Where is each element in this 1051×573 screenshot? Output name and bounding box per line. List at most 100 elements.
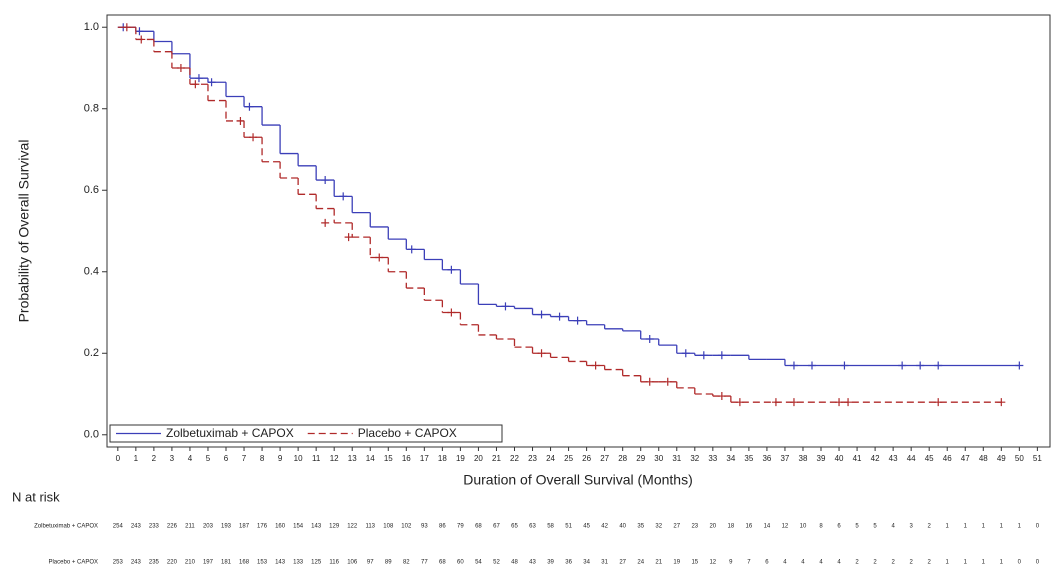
at-risk-count: 20 [709, 524, 716, 530]
at-risk-count: 203 [203, 524, 214, 530]
at-risk-count: 102 [401, 524, 412, 530]
y-tick-label: 0.0 [84, 429, 99, 441]
at-risk-count: 8 [819, 524, 823, 530]
at-risk-count: 18 [728, 524, 735, 530]
at-risk-count: 0 [1018, 560, 1022, 566]
at-risk-count: 97 [367, 560, 374, 566]
x-tick-label: 30 [654, 454, 663, 463]
at-risk-count: 43 [529, 560, 536, 566]
at-risk-count: 68 [439, 560, 446, 566]
at-risk-count: 1 [1000, 524, 1004, 530]
at-risk-count: 181 [221, 560, 232, 566]
censor-mark [194, 74, 203, 83]
x-tick-label: 5 [206, 454, 211, 463]
at-risk-count: 63 [529, 524, 536, 530]
censor-mark [407, 245, 416, 254]
at-risk-row-label: Zolbetuximab + CAPOX [34, 524, 98, 530]
x-tick-label: 28 [618, 454, 627, 463]
at-risk-count: 193 [221, 524, 232, 530]
censor-mark [789, 398, 798, 407]
x-tick-label: 46 [943, 454, 952, 463]
x-tick-label: 18 [438, 454, 447, 463]
x-tick-label: 4 [188, 454, 193, 463]
censor-mark [844, 398, 853, 407]
at-risk-count: 4 [819, 560, 823, 566]
km-curve [117, 23, 1024, 370]
at-risk-count: 1 [964, 560, 968, 566]
at-risk-count: 93 [421, 524, 428, 530]
at-risk-count: 4 [783, 560, 787, 566]
y-tick-label: 0.8 [84, 103, 99, 115]
at-risk-count: 220 [167, 560, 178, 566]
at-risk-count: 129 [329, 524, 340, 530]
censor-mark [447, 265, 456, 274]
at-risk-count: 2 [928, 560, 932, 566]
at-risk-count: 154 [293, 524, 304, 530]
legend-box [109, 424, 503, 443]
censor-mark [735, 398, 744, 407]
at-risk-count: 36 [565, 560, 572, 566]
at-risk-count: 77 [421, 560, 428, 566]
at-risk-count: 51 [565, 524, 572, 530]
censor-mark [339, 192, 348, 201]
at-risk-count: 16 [746, 524, 753, 530]
censor-mark [122, 23, 131, 32]
y-axis-label: Probability of Overall Survival [16, 140, 32, 323]
at-risk-count: 176 [257, 524, 268, 530]
at-risk-count: 86 [439, 524, 446, 530]
x-tick-label: 48 [979, 454, 988, 463]
at-risk-count: 1 [1018, 524, 1022, 530]
x-tick-label: 19 [456, 454, 465, 463]
censor-mark [898, 361, 907, 370]
censor-mark [573, 316, 582, 325]
x-tick-label: 33 [708, 454, 717, 463]
at-risk-count: 79 [457, 524, 464, 530]
x-tick-label: 8 [260, 454, 265, 463]
at-risk-count: 0 [1036, 524, 1040, 530]
at-risk-count: 67 [493, 524, 500, 530]
x-tick-label: 36 [762, 454, 771, 463]
censor-mark [934, 361, 943, 370]
censor-mark [699, 351, 708, 360]
x-tick-label: 44 [907, 454, 916, 463]
x-tick-label: 27 [600, 454, 609, 463]
at-risk-count: 6 [837, 524, 841, 530]
y-tick-label: 0.2 [84, 347, 99, 359]
censor-mark [375, 253, 384, 262]
at-risk-count: 2 [891, 560, 895, 566]
x-tick-label: 31 [672, 454, 681, 463]
at-risk-count: 0 [1036, 560, 1040, 566]
at-risk-count: 27 [619, 560, 626, 566]
x-tick-label: 14 [366, 454, 375, 463]
at-risk-count: 253 [113, 560, 124, 566]
at-risk-count: 24 [637, 560, 644, 566]
at-risk-count: 254 [113, 524, 124, 530]
at-risk-count: 1 [946, 524, 950, 530]
at-risk-count: 210 [185, 560, 196, 566]
censor-mark [1015, 361, 1024, 370]
x-tick-label: 17 [420, 454, 429, 463]
censor-mark [236, 116, 245, 125]
at-risk-count: 23 [691, 524, 698, 530]
at-risk-count: 116 [329, 560, 339, 566]
x-tick-label: 34 [726, 454, 735, 463]
censor-mark [344, 233, 353, 242]
at-risk-count: 39 [547, 560, 554, 566]
at-risk-count: 197 [203, 560, 214, 566]
x-tick-label: 12 [330, 454, 339, 463]
x-tick-label: 7 [242, 454, 247, 463]
at-risk-count: 65 [511, 524, 518, 530]
censor-mark [537, 310, 546, 319]
at-risk-count: 32 [655, 524, 662, 530]
at-risk-count: 14 [764, 524, 771, 530]
x-tick-label: 22 [510, 454, 519, 463]
censor-mark [717, 351, 726, 360]
x-tick-label: 29 [636, 454, 645, 463]
censor-mark [321, 218, 330, 227]
at-risk-count: 52 [493, 560, 500, 566]
at-risk-count: 2 [855, 560, 859, 566]
censor-mark [135, 27, 144, 36]
at-risk-count: 42 [601, 524, 608, 530]
at-risk-count: 4 [837, 560, 841, 566]
